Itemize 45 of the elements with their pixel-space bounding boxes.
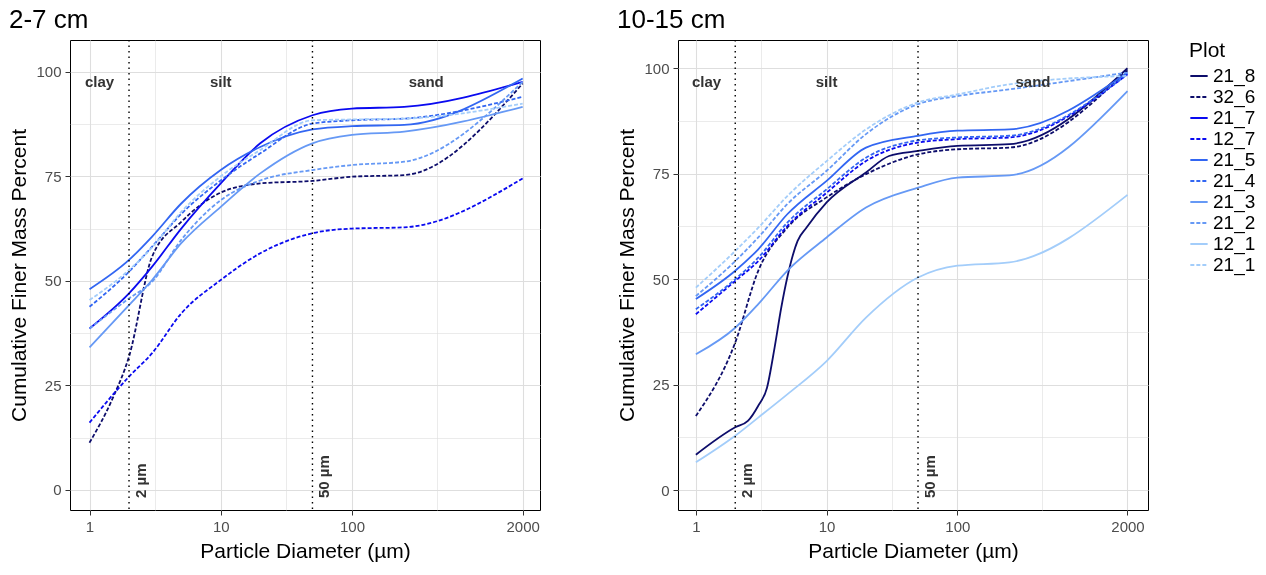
ref-line-label: 2 µm bbox=[738, 463, 756, 498]
chart-title: 10-15 cm bbox=[616, 4, 726, 35]
y-tick-label: 50 bbox=[652, 270, 670, 288]
y-axis-title: Cumulative Finer Mass Percent bbox=[615, 128, 639, 422]
text: 21_8 bbox=[1213, 65, 1256, 87]
ref-line-label: 50 µm bbox=[921, 455, 939, 498]
y-axis-title: Cumulative Finer Mass Percent bbox=[7, 128, 31, 422]
legend-label: 21_2 bbox=[1213, 212, 1256, 234]
x-tick-label: 100 bbox=[339, 517, 365, 535]
x-tick-label: 1 bbox=[85, 517, 95, 535]
legend-label: 21_5 bbox=[1213, 149, 1256, 171]
annotation: silt bbox=[815, 73, 838, 90]
y-tick-label: 25 bbox=[652, 376, 670, 394]
ref-line-label: 50 µm bbox=[315, 455, 333, 498]
text: 12_1 bbox=[1213, 233, 1256, 255]
legend-label: 21_3 bbox=[1213, 191, 1256, 213]
x-tick-label: 2000 bbox=[1111, 517, 1145, 535]
chart-title: 2-7 cm bbox=[8, 4, 89, 35]
legend-label: 12_7 bbox=[1213, 128, 1256, 150]
y-tick-label: 0 bbox=[53, 481, 62, 499]
y-tick-label: 0 bbox=[661, 481, 670, 499]
x-tick-label: 1 bbox=[692, 517, 701, 535]
x-axis-title: Particle Diameter (µm) bbox=[200, 538, 411, 562]
x-tick-label: 10 bbox=[212, 517, 230, 535]
y-tick-label: 25 bbox=[44, 376, 62, 394]
x-tick-label: 2000 bbox=[506, 517, 540, 535]
x-tick-label: 100 bbox=[945, 517, 971, 535]
legend-label: 32_6 bbox=[1213, 86, 1256, 108]
y-tick-label: 75 bbox=[652, 165, 670, 183]
y-tick-label: 100 bbox=[644, 59, 670, 77]
annotation: clay bbox=[84, 73, 115, 90]
annotation: sand bbox=[408, 73, 444, 90]
y-tick-label: 100 bbox=[36, 63, 62, 81]
legend-title: Plot bbox=[1189, 38, 1226, 61]
legend-label: 21_1 bbox=[1213, 254, 1256, 276]
y-tick-label: 50 bbox=[44, 272, 62, 290]
y-tick-label: 75 bbox=[44, 167, 62, 185]
x-tick-label: 10 bbox=[818, 517, 836, 535]
legend-label: 21_4 bbox=[1213, 170, 1256, 192]
annotation: clay bbox=[692, 73, 722, 90]
legend-label: 21_7 bbox=[1213, 107, 1256, 129]
annotation: sand bbox=[1015, 73, 1051, 90]
ref-line-label: 2 µm bbox=[132, 463, 150, 498]
annotation: silt bbox=[209, 73, 232, 90]
x-axis-title: Particle Diameter (µm) bbox=[808, 538, 1019, 562]
